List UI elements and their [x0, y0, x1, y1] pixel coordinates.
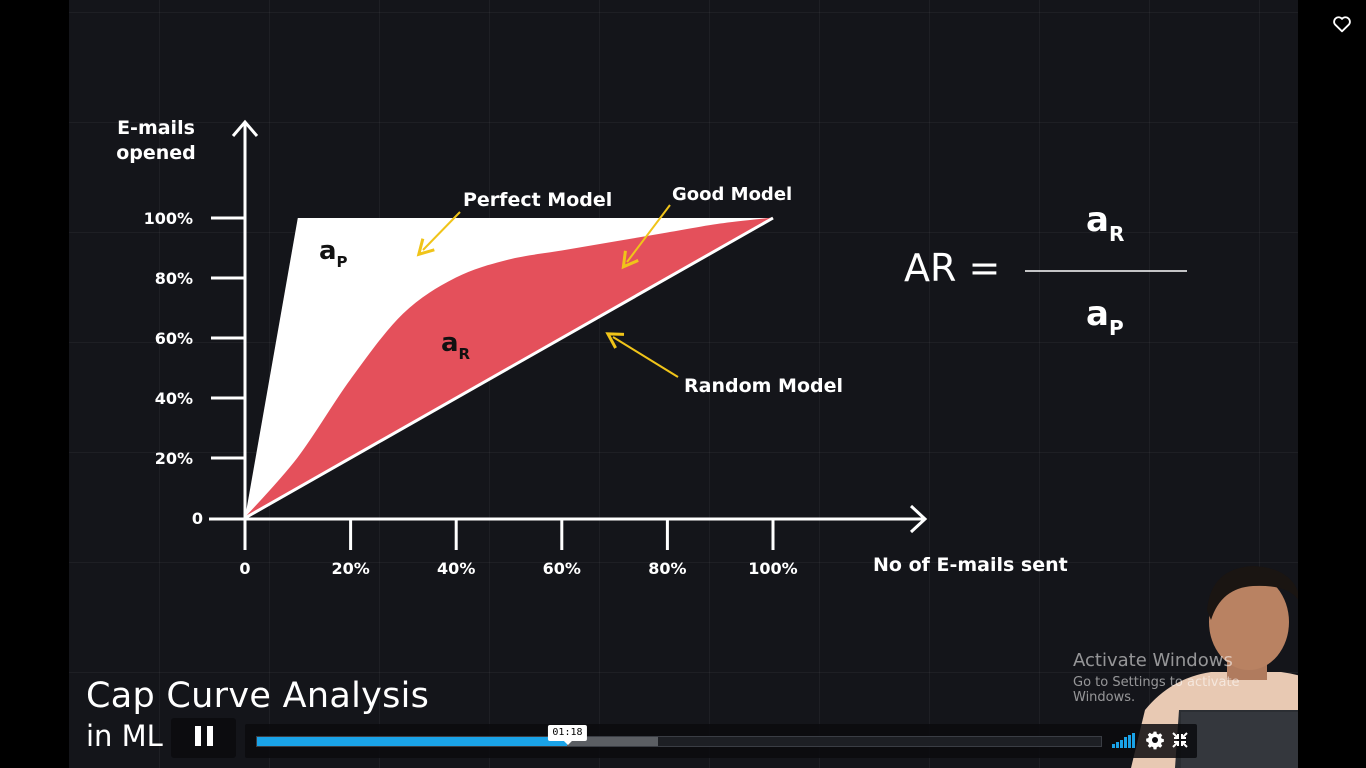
good-model-curve: [244, 217, 774, 519]
y-tick-label: 60%: [155, 329, 193, 348]
volume-level-bar: [1116, 741, 1119, 748]
volume-level-bar: [1120, 739, 1123, 748]
y-axis-arrowhead: [231, 119, 259, 137]
perfect-model-label: Perfect Model: [463, 189, 612, 211]
pause-icon: [192, 726, 216, 750]
x-tick-label: 60%: [543, 559, 581, 578]
y-tick-label: 40%: [155, 389, 193, 408]
x-tick-label: 40%: [437, 559, 475, 578]
y-tick-label: 80%: [155, 269, 193, 288]
x-tick-label: 20%: [331, 559, 369, 578]
cap-curve-slide: 100% 80% 60% 40% 20% 0 0 20% 40% 60% 80% 100% E-mai…: [116, 117, 1187, 578]
video-title-line1: Cap Curve Analysis: [86, 676, 430, 716]
current-time-tooltip: 01:18: [548, 725, 587, 745]
video-title-line2: in ML: [86, 719, 163, 753]
x-tick-label: 0: [239, 559, 250, 578]
volume-level-bar: [1132, 733, 1135, 748]
random-model-line: [244, 216, 774, 520]
y-axis-title-line1: E-mails: [117, 117, 195, 139]
formula-denominator: aP: [1086, 294, 1124, 340]
y-tick-label: 0: [192, 509, 203, 528]
good-model-label: Good Model: [672, 184, 792, 205]
ap-area-label: aP: [319, 236, 348, 271]
favorite-button[interactable]: [1331, 13, 1353, 35]
x-tick-label: 100%: [748, 559, 797, 578]
y-tick-label: 100%: [144, 209, 193, 228]
x-axis-arrowhead: [909, 504, 928, 534]
volume-level-bar: [1112, 744, 1115, 748]
formula-numerator: aR: [1086, 200, 1124, 246]
y-axis-title-line2: opened: [116, 142, 196, 164]
seek-bar[interactable]: 01:18: [256, 725, 1102, 747]
video-title: Cap Curve Analysis in ML: [86, 674, 429, 754]
x-tick-label: 80%: [648, 559, 686, 578]
pause-button[interactable]: [171, 718, 236, 758]
y-tick-label: 20%: [155, 449, 193, 468]
played-progress: [257, 737, 567, 746]
ar-area-label: aR: [441, 328, 471, 363]
watermark-subtitle: Go to Settings to activate Windows.: [1073, 675, 1240, 705]
random-model-pointer: [605, 332, 679, 378]
volume-level-bar: [1124, 737, 1127, 748]
good-model-pointer: [621, 204, 671, 270]
player-controls: 01:18: [171, 718, 1197, 758]
watermark-title: Activate Windows: [1073, 650, 1233, 671]
control-bar: 01:18: [245, 724, 1197, 758]
perfect-model-pointer: [416, 211, 461, 257]
volume-level-bar: [1128, 735, 1131, 748]
presenter-webcam: [1131, 566, 1298, 768]
heart-icon: [1333, 16, 1351, 33]
volume-icon[interactable]: [1112, 732, 1138, 748]
random-model-label: Random Model: [684, 375, 843, 397]
video-frame: 100% 80% 60% 40% 20% 0 0 20% 40% 60% 80% 100% E-mai…: [69, 0, 1298, 768]
fullscreen-icon[interactable]: [1171, 731, 1189, 749]
formula-lhs: AR =: [904, 246, 1000, 290]
x-axis-title: No of E-mails sent: [873, 554, 1068, 576]
windows-activation-watermark: Activate Windows Go to Settings to activ…: [1073, 650, 1298, 705]
settings-gear-icon[interactable]: [1145, 730, 1165, 750]
